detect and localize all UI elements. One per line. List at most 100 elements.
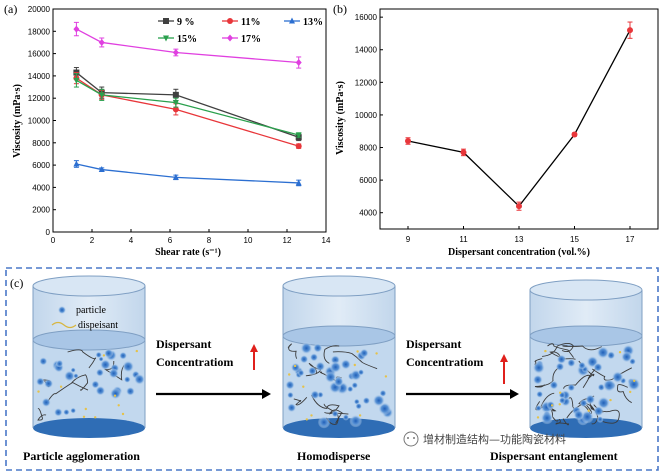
particle	[558, 397, 566, 404]
dispersant-molecule	[629, 390, 632, 394]
legend-marker	[227, 34, 233, 42]
y-tick-label: 16000	[355, 13, 378, 22]
y-tick-label: 4000	[359, 209, 377, 218]
dispersant-chain	[323, 403, 339, 425]
particle-cluster	[36, 348, 145, 421]
y-axis-label: Viscosity (mPa·s)	[335, 81, 346, 155]
particle	[597, 396, 610, 410]
data-point	[73, 77, 80, 84]
data-point	[295, 179, 302, 186]
particle	[36, 377, 45, 386]
particle	[91, 380, 100, 389]
particle	[351, 382, 359, 389]
particle	[125, 386, 135, 396]
state-2-label: Homodisperse	[297, 449, 371, 463]
legend-item: 9 %	[158, 17, 195, 28]
dispersant-chain	[287, 343, 298, 359]
y-tick-label: 8000	[32, 139, 50, 148]
particle	[340, 359, 351, 370]
data-point	[98, 166, 105, 173]
x-tick-label: 9	[406, 235, 411, 244]
dispersant-molecule	[618, 351, 622, 354]
particle-field	[532, 343, 641, 426]
particle	[290, 362, 301, 373]
particle	[333, 376, 344, 387]
particle	[567, 358, 576, 368]
particle	[39, 357, 48, 366]
series-line	[407, 29, 631, 208]
y-tick-label: 12000	[355, 78, 378, 87]
particle	[585, 394, 596, 405]
particle	[556, 354, 567, 364]
state-1-label: Particle agglomeration	[23, 449, 140, 463]
process-arrow-1: Dispersant Concentratiom	[156, 337, 271, 399]
particle	[540, 411, 554, 425]
dispersant-molecule	[302, 385, 305, 388]
y-tick-label: 10000	[28, 117, 51, 126]
dispersant-molecule	[550, 404, 554, 407]
particle	[310, 390, 320, 400]
legend-marker	[163, 18, 169, 24]
dispersant-molecule	[37, 390, 40, 393]
legend-marker	[289, 17, 295, 24]
x-ticks: 9 11 13 15 17	[406, 226, 635, 244]
y-tick-label: 0	[46, 228, 51, 237]
particle	[110, 388, 122, 400]
particle	[95, 351, 102, 359]
data-point	[295, 143, 302, 150]
particle	[546, 400, 555, 410]
series-line	[76, 79, 299, 136]
legend-marker	[227, 18, 233, 24]
dispersant-chain	[323, 345, 340, 364]
dispersant-chain	[617, 384, 632, 404]
dispersant-chain	[555, 418, 570, 426]
particle	[123, 376, 131, 383]
data-point	[460, 149, 467, 156]
particle	[324, 371, 337, 383]
particle	[627, 377, 641, 391]
plot-frame	[379, 8, 659, 230]
particle	[299, 355, 309, 364]
dispersant-molecule	[305, 418, 308, 421]
y-tick-label: 16000	[28, 50, 51, 59]
particle	[297, 369, 305, 377]
y-tick-label: 4000	[32, 183, 50, 192]
beaker-agglomeration: particle dispeisant	[32, 275, 146, 438]
particle	[70, 367, 76, 373]
increase-arrowhead-icon	[250, 344, 258, 352]
dispersant-molecule	[358, 414, 362, 417]
dispersant-chain	[67, 349, 97, 369]
dispersant-legend-label: dispeisant	[78, 320, 118, 331]
particle	[573, 409, 584, 420]
x-ticks: 0 2 4 6 8 10 12 14	[51, 229, 331, 245]
x-tick-label: 12	[283, 236, 292, 245]
particle	[134, 373, 145, 385]
particle	[315, 361, 326, 372]
dispersant-chain	[46, 381, 89, 403]
particle	[44, 379, 54, 389]
particle	[313, 343, 323, 353]
y-tick-label: 18000	[28, 27, 51, 36]
y-tick-label: 6000	[359, 176, 377, 185]
dispersant-molecule	[587, 409, 590, 412]
dispersant-molecule	[536, 416, 540, 419]
dispersant-chain	[332, 351, 378, 370]
data-point	[405, 138, 411, 144]
x-tick-label: 10	[244, 236, 253, 245]
particle	[64, 370, 75, 382]
dispersion-schematic: (c) particle dispeisant	[5, 267, 659, 471]
x-tick-label: 13	[515, 235, 524, 244]
series-line	[76, 77, 299, 147]
y-tick-label: 10000	[355, 111, 378, 120]
legend-label: 13%	[303, 17, 323, 28]
legend-item: 11%	[222, 17, 260, 28]
data-point	[516, 203, 522, 210]
legend-marker	[163, 35, 169, 42]
dispersant-molecule	[84, 407, 88, 411]
legend: 9 % 11% 13% 15% 17%	[158, 17, 323, 45]
y-tick-label: 8000	[359, 144, 377, 153]
particle	[104, 348, 114, 358]
series-line	[76, 28, 299, 64]
particle	[596, 346, 610, 359]
y-axis-label: Viscosity (mPa·s)	[12, 84, 23, 158]
